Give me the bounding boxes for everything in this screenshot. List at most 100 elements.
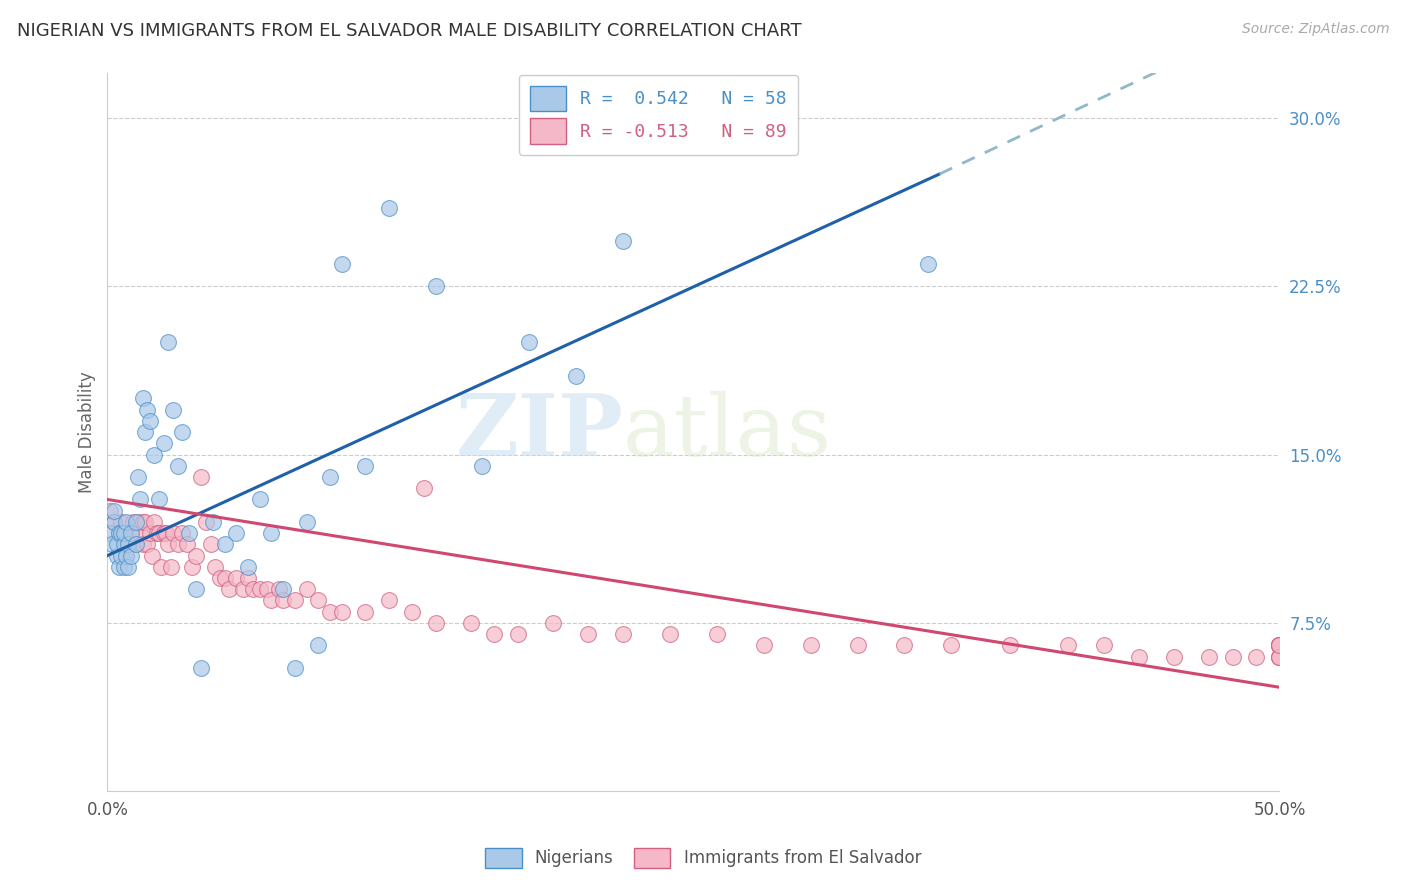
Text: ZIP: ZIP (456, 390, 623, 475)
Point (172, 425, 194, 439)
Point (1268, 639, 1291, 653)
Point (354, 458, 377, 473)
Point (148, 492, 170, 507)
Point (159, 559, 181, 574)
Point (242, 582, 264, 597)
Point (506, 627, 529, 641)
Point (576, 627, 599, 641)
Point (482, 627, 505, 641)
Point (148, 526, 170, 541)
Point (127, 515, 149, 529)
Point (112, 537, 135, 551)
Point (145, 526, 167, 541)
Point (1268, 639, 1291, 653)
Point (998, 639, 1021, 653)
Point (120, 526, 142, 541)
Point (941, 639, 963, 653)
Point (330, 605, 353, 619)
Point (319, 470, 342, 484)
Point (284, 593, 307, 607)
Point (256, 582, 278, 597)
Point (176, 537, 198, 551)
Point (401, 605, 423, 619)
Text: Source: ZipAtlas.com: Source: ZipAtlas.com (1241, 22, 1389, 37)
Point (186, 549, 208, 563)
Point (122, 515, 145, 529)
Point (124, 515, 146, 529)
Point (138, 414, 160, 428)
Point (186, 582, 208, 597)
Point (307, 593, 329, 607)
Point (295, 515, 318, 529)
Point (108, 526, 131, 541)
Point (1092, 639, 1115, 653)
Text: atlas: atlas (623, 391, 832, 474)
Point (98, 526, 121, 541)
Point (180, 559, 202, 574)
Point (1268, 649, 1291, 664)
Point (706, 627, 728, 641)
Point (110, 515, 132, 529)
Point (162, 526, 184, 541)
Point (103, 515, 125, 529)
Point (214, 537, 236, 551)
Point (115, 526, 138, 541)
Point (105, 549, 128, 563)
Point (232, 582, 254, 597)
Point (800, 639, 823, 653)
Y-axis label: Male Disability: Male Disability (79, 371, 96, 493)
Point (143, 448, 166, 462)
Point (377, 593, 399, 607)
Point (1268, 649, 1291, 664)
Point (200, 537, 222, 551)
Point (131, 537, 153, 551)
Point (471, 458, 494, 473)
Point (1244, 649, 1267, 664)
Point (225, 571, 247, 585)
Point (117, 526, 139, 541)
Point (1198, 649, 1220, 664)
Point (190, 661, 212, 675)
Point (115, 515, 138, 529)
Point (295, 582, 318, 597)
Point (172, 526, 194, 541)
Point (236, 559, 259, 574)
Point (101, 537, 124, 551)
Point (141, 549, 163, 563)
Point (162, 402, 184, 417)
Point (134, 425, 156, 439)
Point (752, 639, 775, 653)
Point (218, 582, 240, 597)
Point (1268, 649, 1291, 664)
Point (846, 639, 869, 653)
Point (201, 515, 224, 529)
Point (425, 615, 447, 630)
Point (249, 582, 271, 597)
Point (1222, 649, 1244, 664)
Point (271, 593, 294, 607)
Point (1128, 649, 1150, 664)
Point (152, 436, 174, 450)
Point (517, 335, 540, 350)
Legend: Nigerians, Immigrants from El Salvador: Nigerians, Immigrants from El Salvador (478, 841, 928, 875)
Point (138, 526, 160, 541)
Point (124, 537, 146, 551)
Point (460, 615, 482, 630)
Point (129, 526, 152, 541)
Point (120, 526, 142, 541)
Point (236, 571, 259, 585)
Point (225, 526, 247, 541)
Point (136, 402, 159, 417)
Point (105, 537, 128, 551)
Legend: R =  0.542   N = 58, R = -0.513   N = 89: R = 0.542 N = 58, R = -0.513 N = 89 (519, 75, 797, 155)
Point (110, 549, 132, 563)
Point (565, 369, 588, 384)
Point (204, 559, 226, 574)
Point (1163, 649, 1185, 664)
Point (117, 537, 139, 551)
Point (143, 515, 166, 529)
Point (112, 559, 135, 574)
Point (129, 492, 152, 507)
Point (1268, 639, 1291, 653)
Point (112, 537, 135, 551)
